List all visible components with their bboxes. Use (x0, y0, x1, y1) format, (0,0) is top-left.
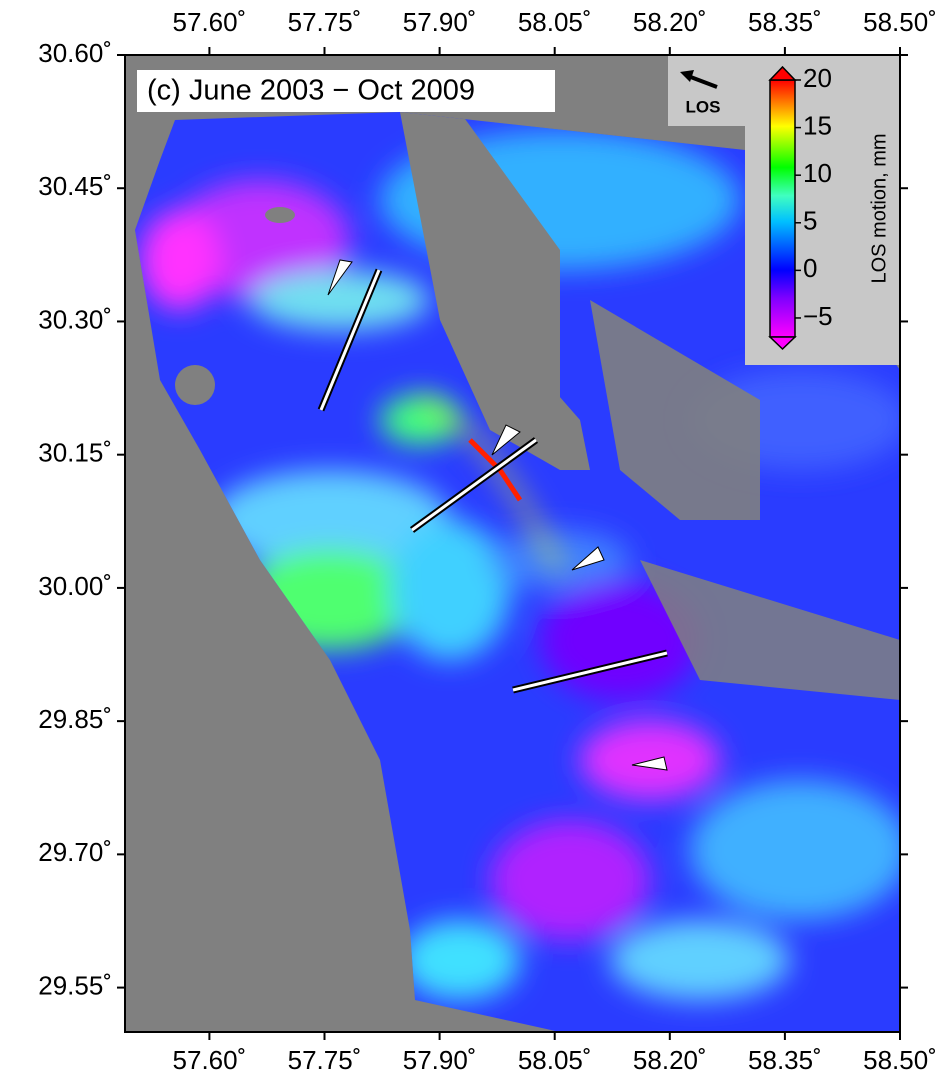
los-label: LOS (686, 97, 721, 116)
no-data (640, 560, 900, 700)
y-tick-label: 30.15˚ (38, 438, 112, 468)
patch (250, 270, 430, 330)
patch (610, 920, 790, 1000)
los-arrowhead (680, 70, 694, 82)
colorbar-under (768, 336, 797, 351)
colorbar-tick-label: 10 (803, 158, 832, 188)
profiles (317, 268, 668, 694)
profile-line (319, 269, 381, 411)
colorbar-tick-label: 15 (803, 110, 832, 140)
colorbar-tick-label: 20 (803, 63, 832, 93)
x-tick-label: 58.50˚ (863, 1045, 937, 1075)
profile-line (411, 438, 537, 532)
y-tick-label: 30.45˚ (38, 171, 112, 201)
no-data (265, 207, 295, 223)
colorbar-ramp (769, 79, 796, 338)
x-tick-label: 58.20˚ (633, 7, 707, 37)
arrowhead (327, 259, 353, 296)
x-tick-label: 58.35˚ (748, 7, 822, 37)
y-tick-label: 30.30˚ (38, 304, 112, 334)
y-tick-label: 30.60˚ (38, 38, 112, 68)
colorbar-tick-label: 0 (803, 253, 817, 283)
title-box (137, 70, 555, 112)
x-tick-label: 57.75˚ (288, 7, 362, 37)
x-tick-label: 57.60˚ (173, 7, 247, 37)
x-tick-label: 57.60˚ (173, 1045, 247, 1075)
y-tick-label: 30.00˚ (38, 571, 112, 601)
los-arrow (687, 74, 718, 89)
colorbar-over (768, 65, 797, 81)
x-tick-label: 58.05˚ (518, 7, 592, 37)
arrowhead (491, 424, 521, 456)
patch (540, 580, 700, 700)
map-frame (124, 54, 901, 1033)
patch (490, 530, 630, 590)
colorbar-tick-label: −5 (803, 301, 833, 331)
no-data (175, 365, 215, 405)
colorbar: 20 15 10 5 0 −5 LOS motion, mm (768, 63, 890, 351)
y-tick-label: 29.70˚ (38, 837, 112, 867)
patch (490, 820, 650, 940)
arrowhead (631, 756, 668, 771)
map-title: (c) June 2003 − Oct 2009 (147, 75, 475, 107)
colorbar-label: LOS motion, mm (868, 133, 890, 283)
y-tick-label: 29.55˚ (38, 970, 112, 1000)
no-data (590, 300, 760, 520)
x-tick-label: 58.05˚ (518, 1045, 592, 1075)
x-tick-label: 57.75˚ (288, 1045, 362, 1075)
patch (140, 210, 220, 310)
axes: 57.60˚ 57.60˚ 57.75˚ 57.75˚ 57.90˚ 57.90˚ 58.0… (38, 7, 937, 1075)
patch (690, 780, 900, 920)
y-tick-label: 29.85˚ (38, 704, 112, 734)
colorbar-tick-label: 5 (803, 206, 817, 236)
no-data (400, 112, 560, 470)
no-data (545, 380, 590, 470)
patch (210, 470, 450, 570)
x-tick-label: 57.90˚ (403, 7, 477, 37)
patch (380, 395, 460, 445)
x-tick-label: 58.35˚ (748, 1045, 822, 1075)
patch (400, 920, 520, 1000)
fault-markers (327, 259, 668, 771)
patch (390, 520, 510, 660)
x-tick-label: 57.90˚ (403, 1045, 477, 1075)
arrowhead (571, 546, 605, 571)
x-tick-label: 58.50˚ (863, 7, 937, 37)
profile-line (512, 651, 668, 692)
x-tick-label: 58.20˚ (633, 1045, 707, 1075)
